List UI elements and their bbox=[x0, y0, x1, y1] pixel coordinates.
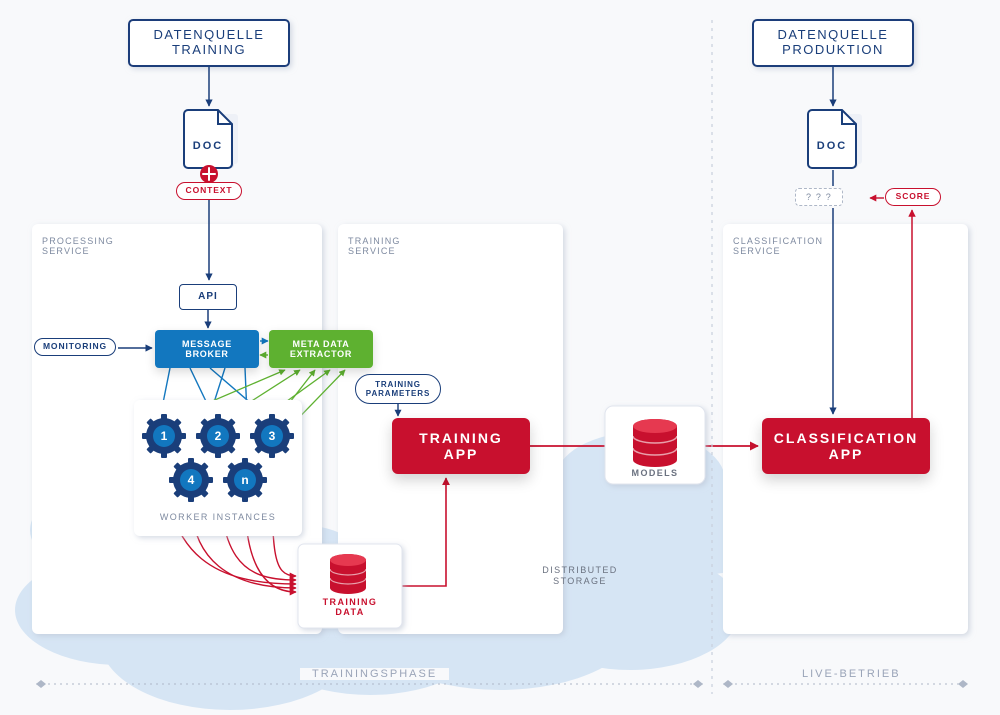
text: CLASSIFICATION bbox=[733, 236, 823, 246]
text: STORAGE bbox=[553, 576, 607, 587]
text: PROCESSING bbox=[42, 236, 114, 246]
text: PRODUKTION bbox=[782, 43, 884, 58]
training-params-pill: TRAINING PARAMETERS bbox=[355, 374, 441, 404]
text: TRAINING bbox=[419, 430, 503, 446]
training-app-box: TRAINING APP bbox=[392, 418, 530, 474]
text: TRAINING bbox=[172, 43, 246, 58]
classification-app-box: CLASSIFICATION APP bbox=[762, 418, 930, 474]
text: CLASSIFICATION bbox=[774, 430, 918, 446]
text: TRAINING bbox=[348, 236, 401, 246]
classification-service-label: CLASSIFICATION SERVICE bbox=[733, 236, 823, 256]
svg-text:4: 4 bbox=[188, 473, 195, 487]
processing-service-label: PROCESSING SERVICE bbox=[42, 236, 114, 256]
monitoring-pill: MONITORING bbox=[34, 338, 116, 356]
doc-icon-production bbox=[808, 110, 862, 168]
svg-text:1: 1 bbox=[161, 429, 168, 443]
text: DATENQUELLE bbox=[154, 28, 265, 43]
text: BROKER bbox=[185, 349, 228, 359]
training-data-db-icon bbox=[330, 554, 366, 594]
score-pill: SCORE bbox=[885, 188, 941, 206]
diagram-canvas: 1 2 3 4 n bbox=[0, 0, 1000, 715]
svg-text:3: 3 bbox=[269, 429, 276, 443]
text: MESSAGE bbox=[182, 339, 232, 349]
distributed-storage-label: DISTRIBUTED STORAGE bbox=[520, 565, 640, 587]
background-svg: 1 2 3 4 n bbox=[0, 0, 1000, 715]
footer-livebetrieb: LIVE-BETRIEB bbox=[790, 668, 913, 680]
text: META DATA bbox=[293, 339, 350, 349]
text: DATENQUELLE bbox=[778, 28, 889, 43]
api-box: API bbox=[179, 284, 237, 310]
training-data-label: TRAINING DATA bbox=[298, 598, 402, 618]
datasource-production-box: DATENQUELLE PRODUKTION bbox=[753, 20, 913, 66]
meta-extractor-block: META DATA EXTRACTOR bbox=[269, 330, 373, 368]
text: SERVICE bbox=[348, 246, 396, 256]
doc-label-production: DOC bbox=[810, 140, 854, 153]
svg-text:n: n bbox=[241, 473, 248, 487]
message-broker-block: MESSAGE BROKER bbox=[155, 330, 259, 368]
text: SERVICE bbox=[733, 246, 781, 256]
worker-instances-label: WORKER INSTANCES bbox=[134, 512, 302, 522]
text: DISTRIBUTED bbox=[542, 565, 617, 576]
text: APP bbox=[444, 446, 479, 462]
datasource-training-box: DATENQUELLE TRAINING bbox=[129, 20, 289, 66]
doc-icon-training bbox=[184, 110, 238, 168]
models-label: MODELS bbox=[610, 468, 700, 478]
training-service-label: TRAINING SERVICE bbox=[348, 236, 401, 256]
text: EXTRACTOR bbox=[290, 349, 352, 359]
text: SERVICE bbox=[42, 246, 90, 256]
unknown-box: ? ? ? bbox=[795, 188, 843, 206]
footer-trainingsphase: TRAININGSPHASE bbox=[300, 668, 449, 680]
text: DATA bbox=[335, 608, 364, 618]
text: APP bbox=[829, 446, 864, 462]
doc-label-training: DOC bbox=[186, 140, 230, 153]
context-pill: CONTEXT bbox=[176, 182, 242, 200]
text: PARAMETERS bbox=[366, 389, 430, 398]
text: TRAINING bbox=[375, 380, 421, 389]
svg-text:2: 2 bbox=[215, 429, 222, 443]
